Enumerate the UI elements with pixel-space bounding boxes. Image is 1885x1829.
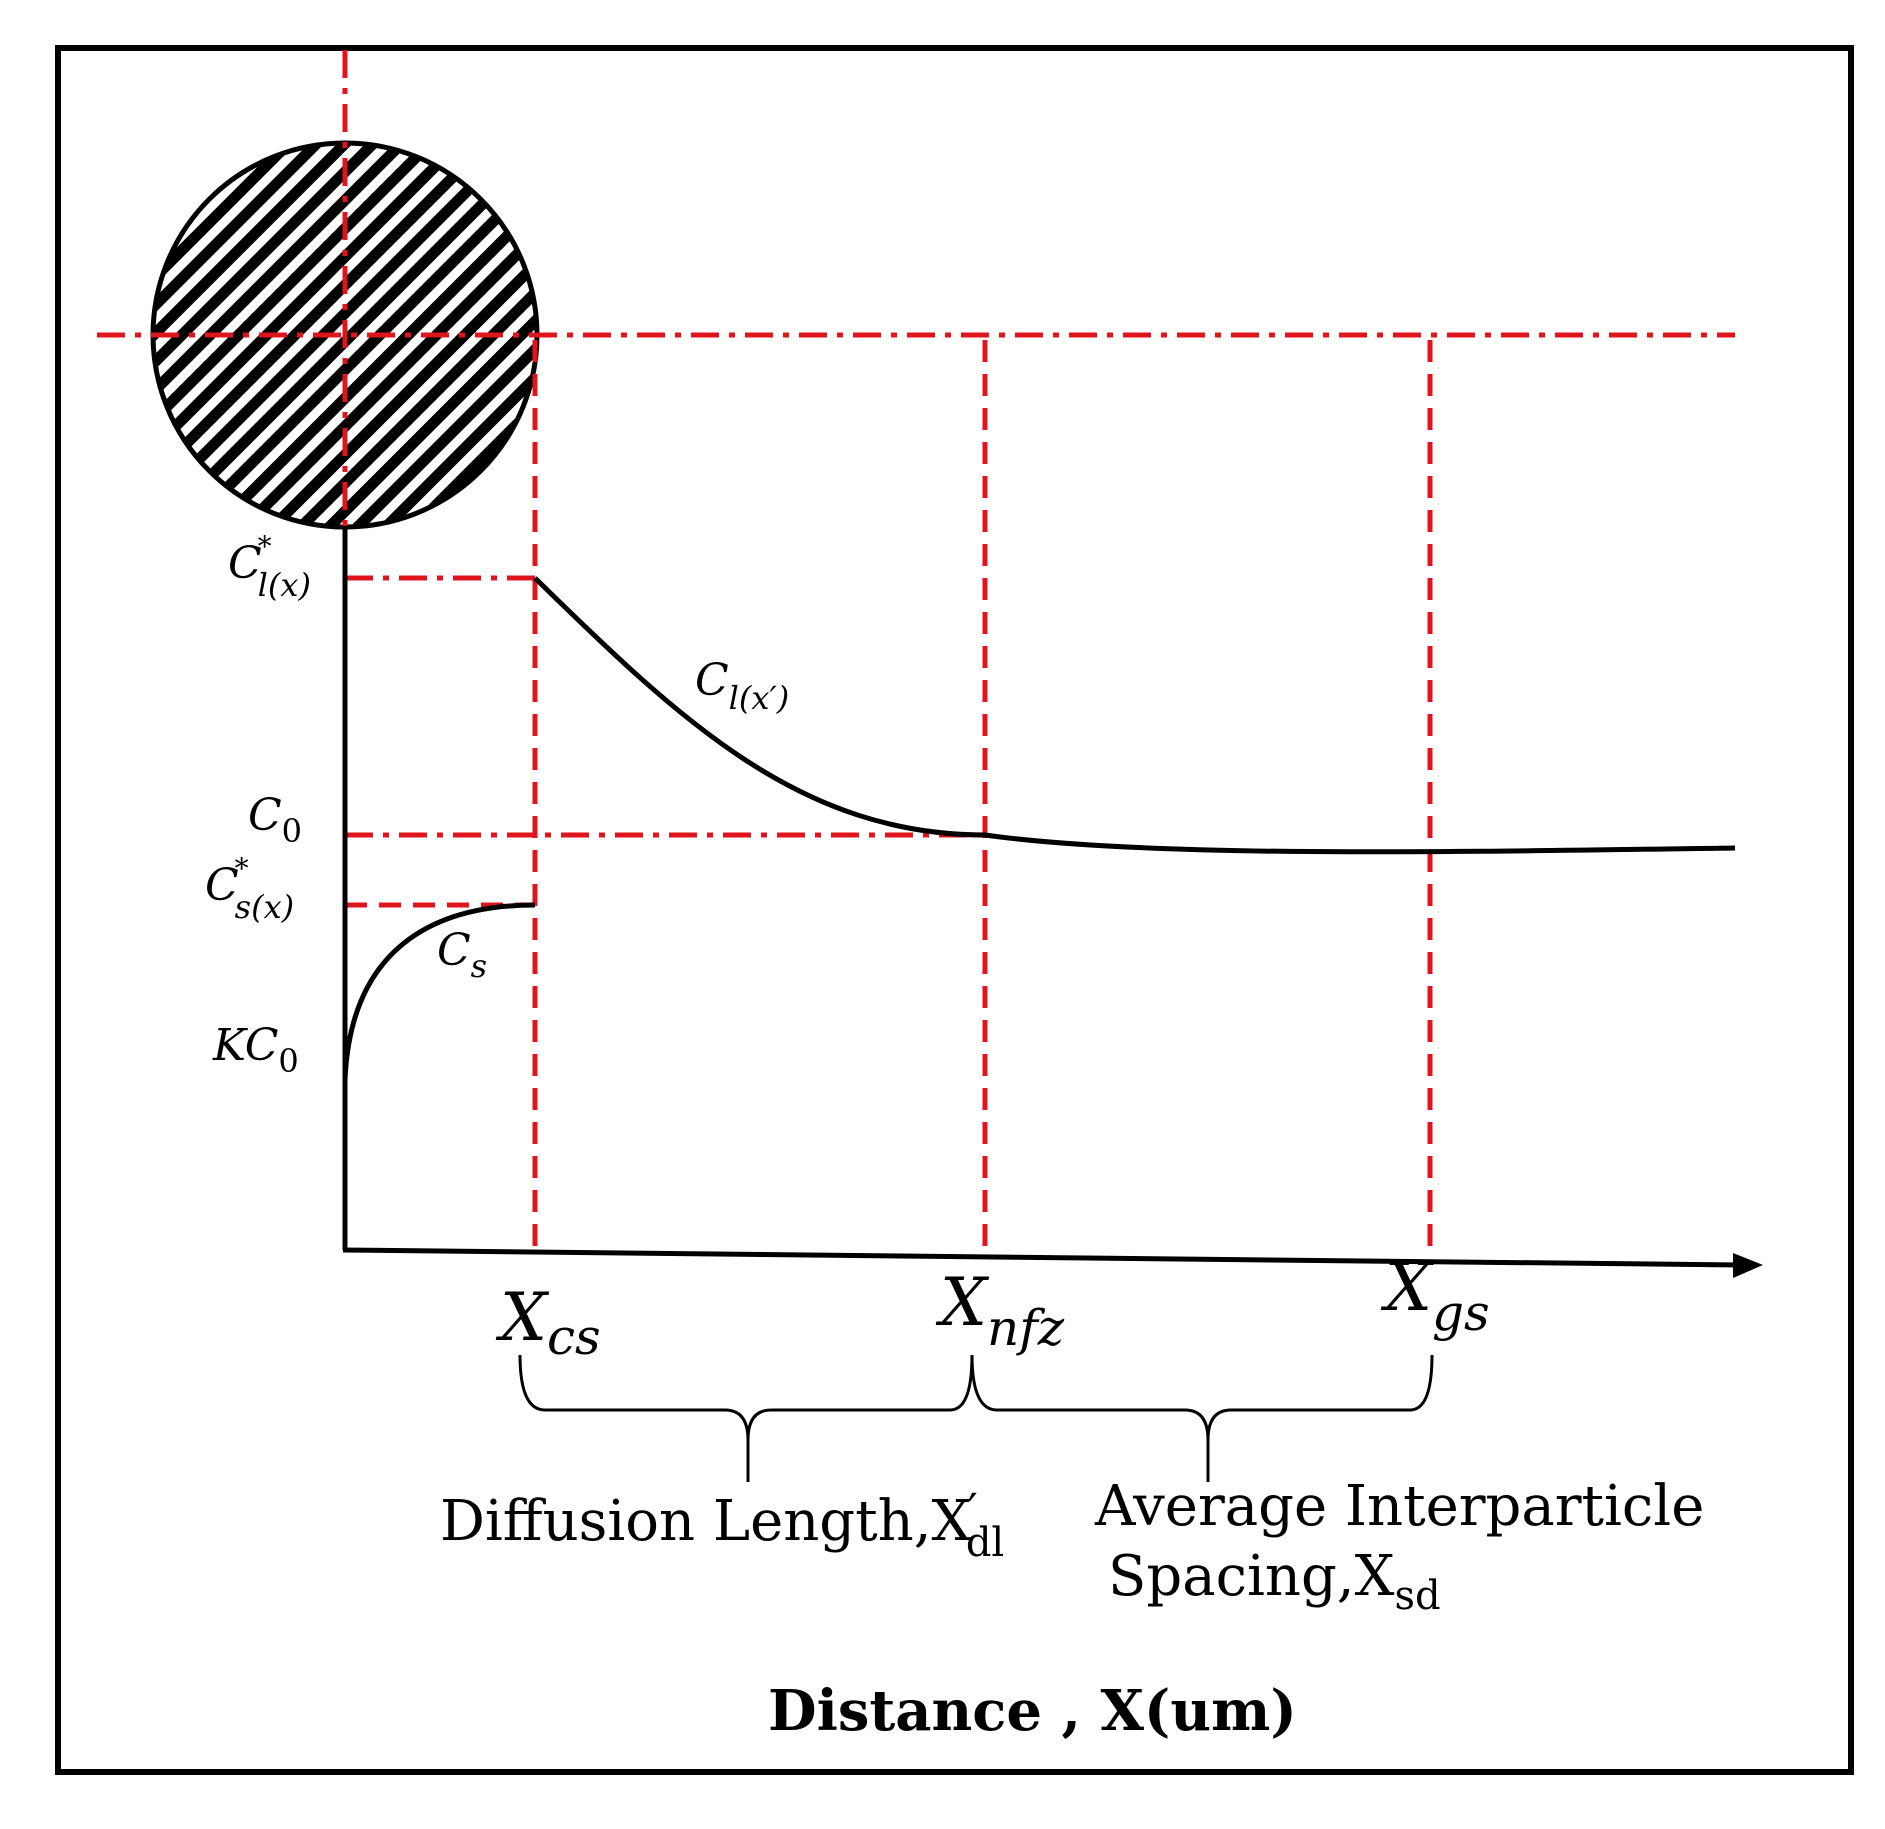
diffusion-length-brace (518, 1354, 974, 1482)
liquid-concentration-curve (533, 576, 1736, 855)
interparticle-spacing-caption-line2: Spacing,Xsd (1108, 1544, 1441, 1619)
label-cs: Cs (437, 925, 487, 985)
x-axis-arrowhead (1733, 1253, 1763, 1278)
label-kc0: KC0 (212, 1020, 299, 1080)
label-cs-star: C* s(x) (205, 852, 294, 926)
label-cl-prime: Cl(x′) (695, 655, 789, 717)
solid-concentration-curve (342, 902, 536, 1081)
interparticle-spacing-caption-line1: Average Interparticle (1094, 1474, 1704, 1539)
label-xgs: Xgs (1380, 1249, 1490, 1342)
label-xnfz: Xnfz (935, 1264, 1065, 1357)
interparticle-spacing-brace (970, 1354, 1434, 1482)
x-axis (342, 1247, 1741, 1268)
label-c0: C0 (248, 790, 302, 850)
x-axis-title: Distance , X(um) (768, 1678, 1297, 1744)
diffusion-length-caption: Diffusion Length,X′ dl (440, 1483, 1004, 1566)
label-cl-star: C* l(x) (228, 530, 311, 604)
label-xcs: Xcs (495, 1279, 601, 1366)
outer-frame (55, 45, 1854, 1775)
